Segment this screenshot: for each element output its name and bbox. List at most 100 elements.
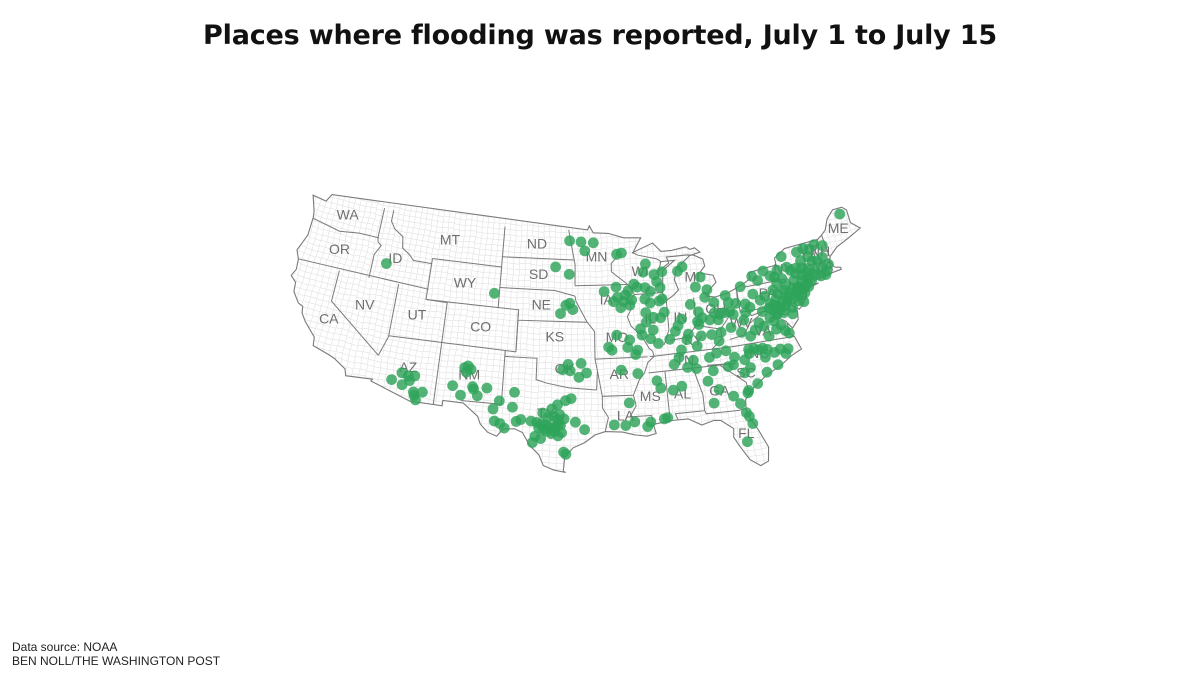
flood-report-dot (728, 390, 739, 402)
state-label-or: OR (329, 241, 350, 257)
flood-report-dot (526, 437, 538, 448)
state-label-co: CO (470, 318, 491, 334)
state-border-23 (601, 396, 609, 432)
flood-report-dot (615, 302, 627, 314)
flood-report-dot (608, 296, 619, 308)
flood-report-dot (624, 334, 635, 346)
flood-report-dot (724, 306, 736, 318)
flood-report-dot (691, 340, 703, 352)
flood-report-dot (690, 281, 701, 293)
flood-report-dot (662, 412, 674, 423)
flood-report-dot (555, 308, 566, 319)
flood-report-dot (695, 330, 707, 342)
flood-report-dot (749, 324, 761, 336)
flood-report-dot (699, 291, 711, 303)
state-border-30 (632, 351, 655, 396)
flood-report-dot (692, 316, 703, 327)
flood-report-dot (417, 386, 428, 398)
flood-report-dot (630, 349, 642, 360)
flood-report-dot (760, 351, 771, 363)
flood-report-dot (447, 380, 458, 391)
state-border-0 (368, 207, 386, 278)
flood-report-dot (610, 281, 622, 293)
flood-report-dot (587, 237, 599, 249)
flood-report-dot (644, 297, 656, 309)
flood-report-dot (834, 208, 846, 220)
byline: BEN NOLL/THE WASHINGTON POST (12, 654, 221, 668)
flood-report-dot (623, 397, 635, 409)
flood-report-dot (713, 384, 725, 395)
flood-report-dot (653, 338, 664, 349)
state-label-ms: MS (640, 388, 661, 404)
flood-report-dot (747, 418, 759, 429)
flood-report-dot (655, 382, 667, 394)
state-label-sd: SD (529, 266, 548, 282)
flood-report-dot (775, 319, 787, 331)
flood-report-dot (681, 334, 693, 346)
flood-report-dot (787, 308, 799, 320)
flood-report-dot (684, 299, 696, 310)
flood-report-dot (735, 398, 746, 410)
flood-report-dot (743, 344, 754, 355)
state-border-42 (729, 312, 763, 340)
state-label-ks: KS (545, 328, 564, 344)
flood-report-dot (672, 320, 684, 332)
flood-report-dot (729, 351, 740, 363)
flood-report-dot (552, 399, 563, 411)
flood-report-dot (742, 436, 753, 448)
flood-report-dot (712, 314, 724, 326)
flood-report-dots (381, 208, 846, 460)
flood-report-dot (820, 269, 832, 280)
flood-report-dot (493, 395, 505, 407)
state-label-wa: WA (337, 206, 360, 222)
flood-report-dot (763, 330, 775, 342)
flood-report-dot (557, 364, 568, 376)
flood-report-dot (691, 363, 702, 374)
flood-report-dot (507, 401, 518, 413)
flood-report-dot (808, 239, 820, 251)
state-border-3 (330, 270, 379, 356)
flood-report-dot (775, 251, 787, 262)
flood-report-dot (768, 299, 780, 311)
state-label-id: ID (388, 250, 402, 266)
flood-report-dot (628, 278, 640, 290)
flood-report-dot (752, 378, 764, 389)
flood-report-dot (632, 368, 644, 379)
flood-report-dot (550, 261, 561, 273)
flood-report-dot (715, 326, 727, 338)
flood-report-dot (778, 307, 790, 318)
state-label-nv: NV (355, 297, 375, 313)
flood-report-dot (747, 288, 759, 300)
flood-report-dot (410, 394, 421, 406)
flood-report-dot (647, 311, 659, 323)
state-label-nd: ND (527, 236, 547, 252)
flood-report-dot (640, 258, 651, 270)
flood-report-dot (782, 343, 794, 354)
flood-report-dot (704, 314, 716, 326)
flood-report-dot (573, 371, 585, 383)
flood-report-dot (645, 416, 657, 428)
flood-report-dot (745, 362, 756, 373)
flood-report-dot (775, 343, 786, 355)
state-border-8 (388, 335, 516, 353)
flood-report-dot (734, 281, 746, 293)
flood-report-dot (742, 387, 754, 399)
flood-report-dot (553, 414, 564, 426)
flood-report-dot (647, 324, 659, 336)
state-border-6 (432, 258, 502, 268)
flood-report-dot (676, 380, 688, 392)
flood-report-dot (637, 266, 649, 278)
flood-report-dot (636, 329, 648, 341)
state-label-me: ME (828, 220, 849, 236)
flood-report-dot (736, 326, 747, 338)
state-border-14 (504, 351, 597, 391)
flood-report-dot (757, 342, 768, 354)
flood-report-dot (489, 287, 500, 299)
flood-report-dot (461, 366, 472, 378)
flood-report-dot (754, 294, 766, 306)
flood-report-dot (494, 418, 506, 429)
state-label-ut: UT (408, 307, 427, 323)
state-border-17 (499, 287, 576, 297)
state-label-fl: FL (738, 425, 755, 441)
